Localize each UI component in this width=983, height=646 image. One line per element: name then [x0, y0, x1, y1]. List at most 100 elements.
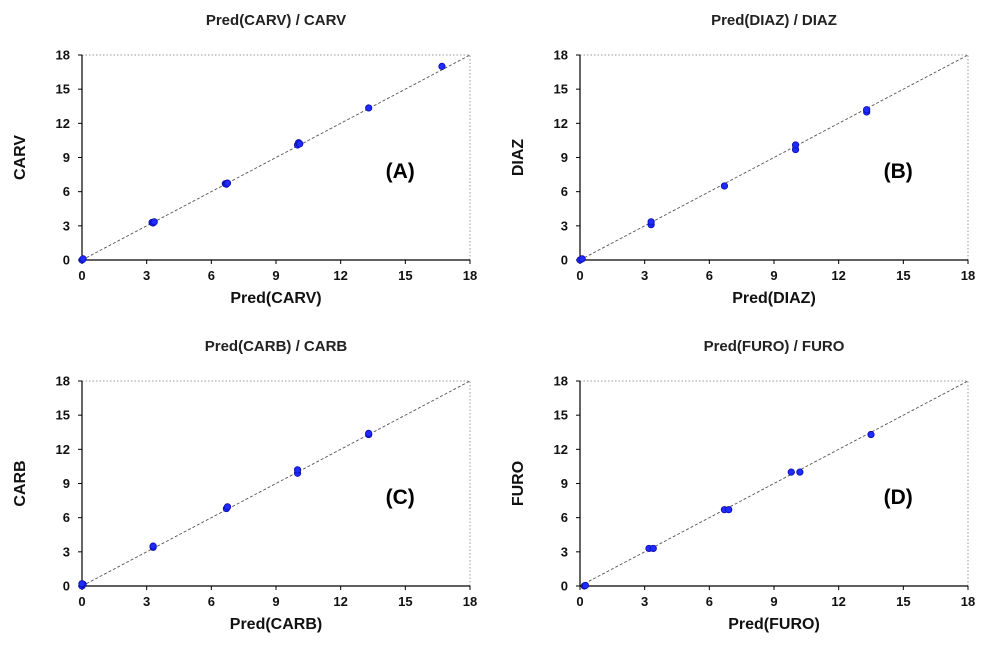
x-axis-label: Pred(DIAZ) [732, 290, 816, 307]
y-tick-label: 12 [56, 116, 70, 131]
x-tick-label: 12 [831, 594, 845, 609]
data-point [791, 141, 800, 149]
x-tick-label: 3 [641, 268, 648, 283]
data-point [438, 62, 446, 70]
panel-furo: 00 3 3 6 6 9 9 12 12 15 15 18 18 Pred(FURO) / FURO Pre… [510, 338, 975, 633]
y-tick-label: 9 [561, 476, 568, 491]
x-axis-label: Pred(CARB) [230, 616, 322, 633]
x-tick-label: 15 [398, 268, 412, 283]
y-tick-label: 18 [554, 48, 568, 63]
data-point [867, 430, 875, 439]
x-tick-label: 18 [961, 594, 975, 609]
x-tick-label: 6 [208, 268, 215, 283]
data-point [223, 179, 232, 187]
y-tick-label: 3 [63, 218, 70, 233]
y-tick-label: 3 [561, 218, 568, 233]
x-tick-label: 18 [463, 594, 477, 609]
data-point [787, 468, 795, 476]
x-tick-label: 18 [463, 268, 477, 283]
x-axis-label: Pred(CARV) [230, 290, 321, 307]
y-tick-label: 0 [561, 253, 568, 268]
y-tick-label: 9 [561, 150, 568, 165]
x-tick-label: 9 [770, 268, 777, 283]
x-tick-label: 12 [333, 268, 347, 283]
x-tick-label: 9 [272, 268, 279, 283]
data-point [720, 182, 729, 190]
identity-line [81, 380, 471, 587]
y-tick-label: 9 [63, 150, 70, 165]
y-tick-label: 18 [56, 374, 70, 389]
identity-line [579, 54, 969, 261]
x-tick-label: 18 [961, 268, 975, 283]
y-tick-label: 15 [56, 408, 70, 423]
x-tick-label: 3 [143, 594, 150, 609]
y-tick-label: 3 [561, 544, 568, 559]
y-tick-label: 6 [63, 510, 70, 525]
data-point [78, 580, 86, 588]
panel-carv: 00 3 3 6 6 9 9 12 12 15 15 18 18 Pred(CARV) / CARV Pre… [12, 12, 477, 307]
panel-label: (A) [386, 160, 415, 183]
chart-title: Pred(DIAZ) / DIAZ [711, 12, 837, 29]
data-point [296, 140, 304, 148]
data-point [223, 503, 232, 511]
x-tick-label: 9 [272, 594, 279, 609]
panel-carb: 00 3 3 6 6 9 9 12 12 15 15 18 18 Pred(CARB) / CARB Pre… [12, 338, 477, 633]
data-point [365, 429, 373, 437]
y-tick-label: 18 [554, 374, 568, 389]
y-axis-label: FURO [510, 461, 527, 506]
data-point [149, 542, 157, 550]
x-tick-label: 3 [641, 594, 648, 609]
y-tick-label: 9 [63, 476, 70, 491]
y-tick-label: 15 [554, 82, 568, 97]
identity-line [579, 380, 969, 587]
y-tick-label: 12 [554, 442, 568, 457]
y-tick-label: 0 [561, 579, 568, 594]
panel-label: (C) [386, 486, 415, 509]
data-point [796, 468, 804, 476]
y-tick-label: 12 [56, 442, 70, 457]
y-axis-label: DIAZ [510, 139, 527, 177]
x-tick-label: 15 [896, 268, 910, 283]
y-axis-label: CARB [12, 460, 29, 506]
y-tick-label: 6 [561, 184, 568, 199]
x-tick-label: 0 [78, 268, 85, 283]
data-point [863, 106, 871, 114]
y-tick-label: 0 [63, 253, 70, 268]
data-point [293, 466, 302, 474]
y-tick-label: 3 [63, 544, 70, 559]
data-point [150, 218, 158, 226]
x-tick-label: 15 [896, 594, 910, 609]
x-tick-label: 3 [143, 268, 150, 283]
chart-title: Pred(FURO) / FURO [704, 338, 845, 355]
x-tick-label: 0 [78, 594, 85, 609]
x-tick-label: 6 [706, 594, 713, 609]
y-tick-label: 18 [56, 48, 70, 63]
y-tick-label: 15 [56, 82, 70, 97]
x-tick-label: 15 [398, 594, 412, 609]
x-tick-label: 12 [831, 268, 845, 283]
chart-title: Pred(CARB) / CARB [205, 338, 348, 355]
data-point [647, 218, 655, 226]
identity-line [81, 54, 471, 261]
panel-label: (B) [884, 160, 913, 183]
x-tick-label: 6 [706, 268, 713, 283]
data-point [578, 255, 586, 263]
data-point [725, 506, 733, 514]
y-tick-label: 15 [554, 408, 568, 423]
panel-label: (D) [884, 486, 913, 509]
y-tick-label: 0 [63, 579, 70, 594]
y-axis-label: CARV [12, 135, 29, 180]
x-tick-label: 12 [333, 594, 347, 609]
y-tick-label: 12 [554, 116, 568, 131]
x-tick-label: 0 [576, 594, 583, 609]
data-point [581, 581, 589, 590]
x-tick-label: 6 [208, 594, 215, 609]
x-axis-label: Pred(FURO) [728, 616, 820, 633]
chart-title: Pred(CARV) / CARV [206, 12, 346, 29]
data-point [79, 255, 87, 263]
panel-diaz: 00 3 3 6 6 9 9 12 12 15 15 18 18 Pred(DIAZ) / DIAZ Pre… [510, 12, 975, 307]
y-tick-label: 6 [561, 510, 568, 525]
x-tick-label: 0 [576, 268, 583, 283]
data-point [649, 544, 657, 553]
